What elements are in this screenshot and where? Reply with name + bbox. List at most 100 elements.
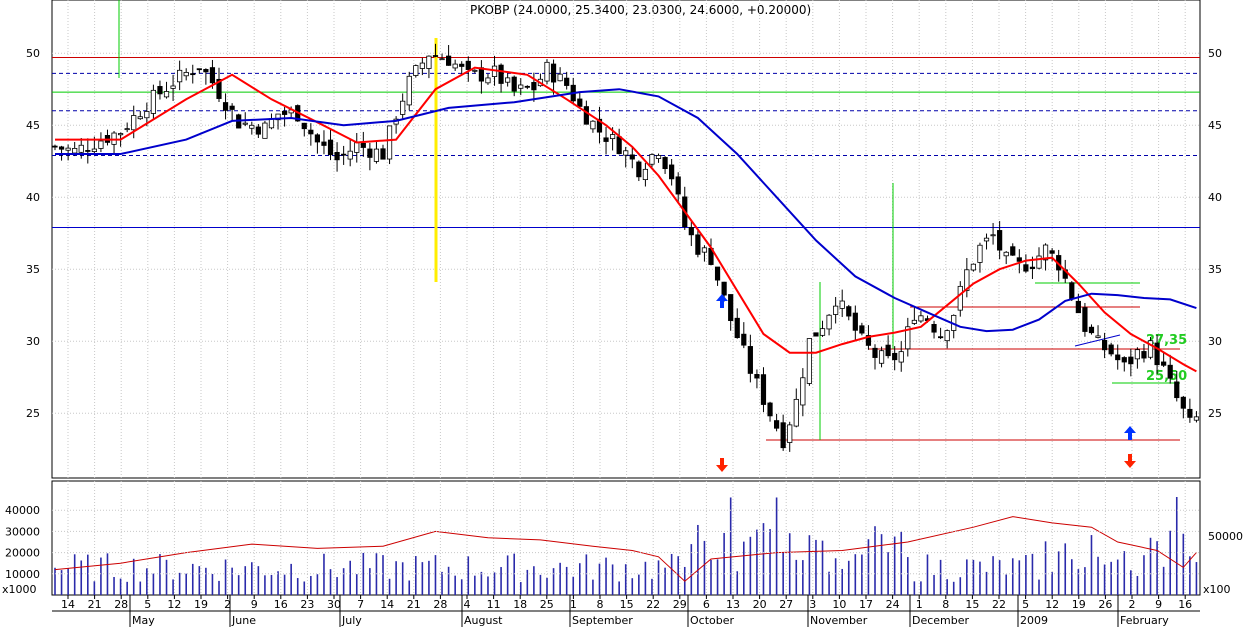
- candle-body: [341, 153, 347, 156]
- x-day-tick-label: 19: [1072, 598, 1086, 611]
- sell-arrow-icon: [1124, 454, 1136, 468]
- candle-body: [892, 352, 898, 361]
- candle-body: [445, 55, 452, 66]
- price-tick-label-right: 30: [1208, 335, 1222, 348]
- sell-arrow-icon: [716, 458, 728, 472]
- candle-body: [459, 63, 465, 67]
- candle-body: [675, 176, 681, 195]
- candle-body: [550, 63, 557, 83]
- candle-body: [610, 134, 616, 140]
- candle-body: [144, 111, 150, 119]
- candle-body: [1193, 416, 1200, 421]
- candle-body: [669, 164, 675, 180]
- candle-body: [124, 128, 130, 131]
- candle-body: [800, 377, 806, 406]
- x-day-tick-label: 25: [540, 598, 554, 611]
- candle-body: [58, 146, 65, 150]
- candle-body: [1108, 344, 1114, 355]
- candle-body: [98, 140, 104, 149]
- candle-body: [741, 333, 747, 346]
- candle-body: [137, 116, 143, 120]
- candle-body: [275, 113, 281, 121]
- price-tick-label-right: 45: [1208, 119, 1222, 132]
- candle-body: [787, 424, 793, 443]
- candle-body: [432, 55, 439, 57]
- x-day-tick-label: 12: [167, 598, 181, 611]
- x-day-tick-label: 21: [88, 598, 102, 611]
- candle-body: [839, 300, 845, 309]
- candle-body: [229, 105, 235, 110]
- x-day-tick-label: 24: [886, 598, 900, 611]
- price-tick-label-left: 45: [26, 119, 40, 132]
- candle-body: [878, 350, 885, 364]
- candle-body: [970, 263, 977, 271]
- x-day-tick-label: 1: [916, 598, 923, 611]
- candle-body: [714, 266, 721, 281]
- candle-body: [1174, 381, 1180, 399]
- candle-body: [977, 244, 983, 263]
- candle-body: [623, 150, 629, 156]
- x-day-tick-label: 4: [464, 598, 471, 611]
- candle-body: [380, 148, 386, 160]
- candle-body: [629, 154, 635, 160]
- candle-body: [603, 137, 609, 142]
- candle-body: [308, 129, 314, 135]
- candle-body: [386, 125, 393, 160]
- x-day-tick-label: 30: [327, 598, 341, 611]
- candle-body: [1147, 340, 1154, 358]
- candle-body: [531, 82, 537, 91]
- candle-body: [806, 338, 813, 384]
- x-day-tick-label: 5: [1022, 598, 1029, 611]
- candle-body: [1042, 244, 1049, 261]
- candle-body: [701, 247, 708, 253]
- candle-body: [642, 168, 649, 181]
- candle-body: [1134, 349, 1140, 360]
- candle-body: [1069, 282, 1075, 300]
- x-day-tick-label: 9: [251, 598, 258, 611]
- month-label: February: [1120, 614, 1169, 627]
- x-day-tick-label: 15: [620, 598, 634, 611]
- candle-body: [754, 374, 760, 379]
- candle-body: [695, 234, 701, 255]
- month-label: July: [341, 614, 362, 627]
- candle-body: [1154, 342, 1160, 366]
- candle-body: [52, 145, 58, 148]
- x-day-tick-label: 8: [597, 598, 604, 611]
- candle-body: [163, 91, 170, 98]
- candle-body: [728, 294, 734, 321]
- candle-body: [242, 122, 248, 125]
- candle-body: [944, 330, 950, 342]
- price-tick-label-left: 25: [26, 407, 40, 420]
- candle-body: [327, 139, 334, 156]
- candle-body: [170, 85, 176, 89]
- x-day-tick-label: 7: [357, 598, 364, 611]
- candle-body: [655, 155, 662, 159]
- x-day-tick-label: 28: [433, 598, 447, 611]
- candle-body: [1029, 266, 1036, 269]
- candle-body: [852, 312, 858, 331]
- candle-body: [1115, 354, 1121, 361]
- candle-body: [1161, 361, 1167, 366]
- month-label: December: [912, 614, 970, 627]
- candle-body: [452, 63, 458, 69]
- candle-body: [774, 420, 780, 429]
- x-day-tick-label: 16: [1178, 598, 1192, 611]
- candle-body: [885, 344, 891, 357]
- x-day-tick-label: 14: [61, 598, 75, 611]
- volume-tick-label-left: 30000: [5, 525, 40, 538]
- candle-body: [301, 122, 307, 130]
- moving-average-short-line: [55, 66, 1197, 373]
- candle-body: [262, 122, 268, 139]
- x-day-tick-label: 26: [1098, 598, 1112, 611]
- x-day-tick-label: 22: [992, 598, 1006, 611]
- month-label: May: [132, 614, 155, 627]
- x-day-tick-label: 15: [965, 598, 979, 611]
- candle-body: [426, 55, 432, 69]
- candle-body: [518, 84, 524, 89]
- candle-body: [465, 60, 471, 70]
- x-day-tick-label: 16: [274, 598, 288, 611]
- candle-body: [1128, 356, 1134, 365]
- candle-body: [400, 100, 406, 115]
- x-day-tick-label: 1: [570, 598, 577, 611]
- price-panel-frame: [51, 0, 1201, 479]
